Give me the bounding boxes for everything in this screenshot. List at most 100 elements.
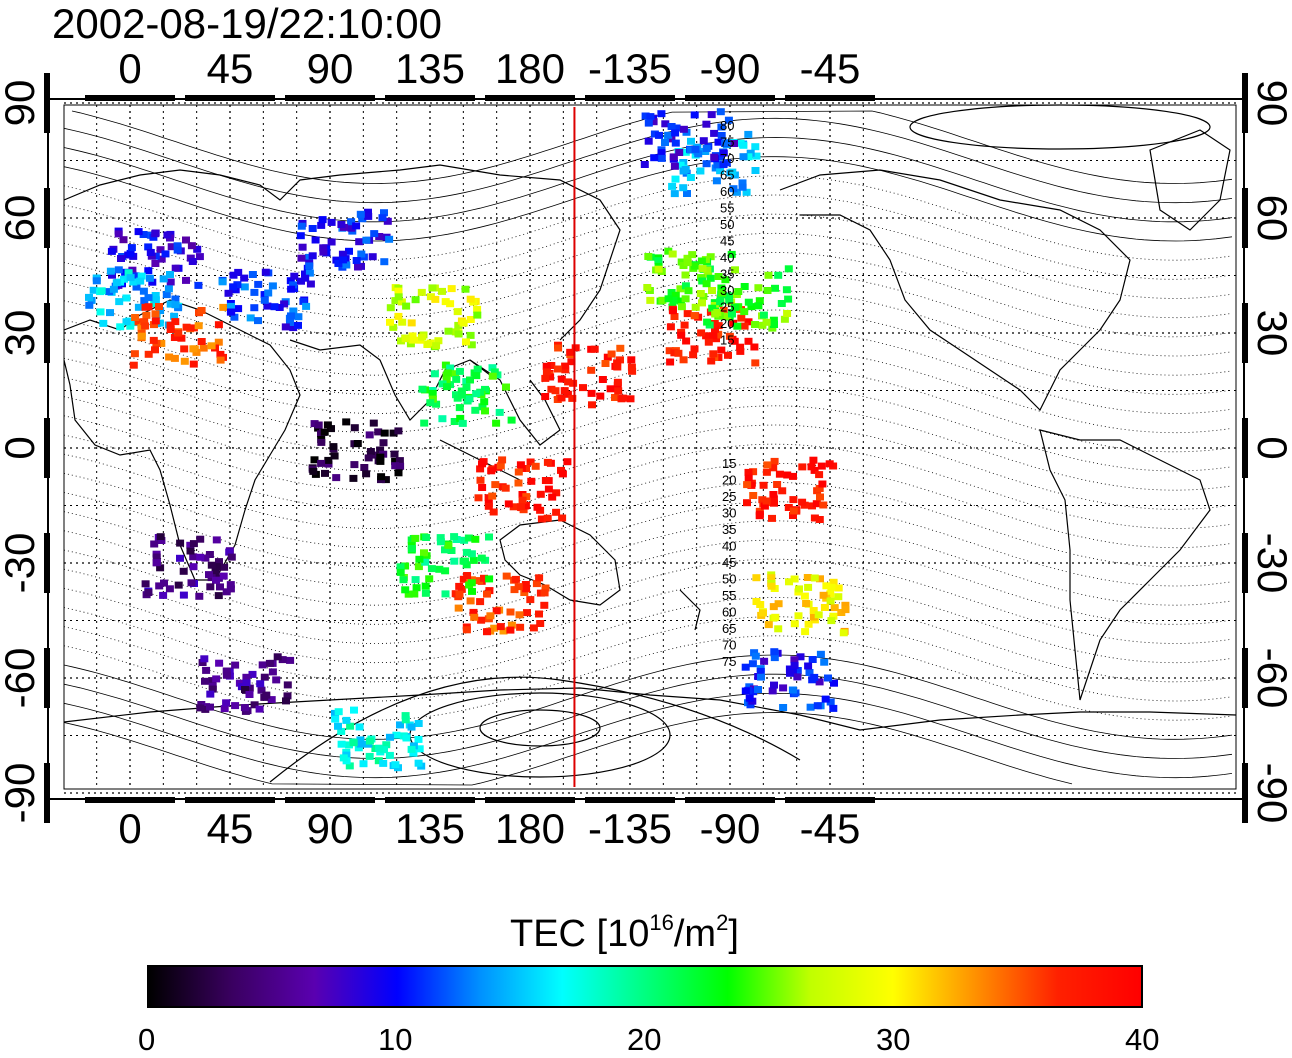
tec-cell — [397, 298, 406, 306]
tec-cell — [280, 300, 289, 308]
tec-cell — [782, 286, 791, 294]
colorbar-tick-label: 10 — [378, 1022, 413, 1057]
tec-cell — [294, 321, 302, 329]
tec-cell — [816, 575, 824, 583]
tec-cell — [613, 378, 622, 386]
tec-cell — [194, 322, 203, 330]
lon-tick-bottom: 0 — [118, 805, 141, 852]
tec-cell — [805, 669, 814, 676]
tec-cell — [472, 390, 481, 398]
tec-cell — [199, 344, 208, 352]
tec-cell — [114, 230, 123, 238]
tec-cell — [165, 585, 174, 593]
tec-cell — [147, 252, 156, 260]
tec-cell — [375, 744, 384, 752]
tec-cell — [716, 108, 725, 116]
mag-lat-contour — [63, 539, 1233, 625]
tec-cell — [794, 612, 803, 620]
contour-label: 20 — [720, 316, 734, 331]
tec-cell — [356, 210, 365, 218]
tec-cell — [703, 266, 712, 274]
tec-cell — [815, 485, 824, 492]
tec-cell — [744, 153, 753, 161]
tec-cell — [240, 283, 249, 291]
tec-cell — [774, 271, 783, 279]
tec-cell — [800, 592, 809, 600]
tec-cell — [427, 565, 436, 573]
tec-cell — [166, 300, 175, 308]
tec-cell — [275, 304, 284, 311]
tec-cell — [467, 341, 476, 349]
tec-cell — [561, 362, 570, 370]
tec-cell — [746, 701, 755, 709]
tec-cell — [827, 617, 836, 625]
tec-cell — [665, 347, 674, 355]
tec-cell — [798, 498, 807, 506]
tec-cell — [657, 154, 666, 162]
tec-cell — [810, 574, 819, 582]
mag-lat-contour — [63, 712, 1073, 786]
tec-cell — [216, 350, 225, 358]
tec-cell — [829, 578, 838, 586]
tec-cell — [173, 242, 182, 250]
tec-cell — [514, 479, 523, 487]
tec-cell — [770, 681, 778, 689]
tec-cell — [789, 507, 798, 515]
tec-cell — [752, 152, 761, 160]
tec-cell — [679, 184, 688, 192]
tec-cell — [374, 428, 383, 436]
mag-lat-contour — [63, 482, 1233, 568]
lon-tick-bottom: 90 — [307, 805, 354, 852]
tec-cell — [219, 303, 228, 311]
tec-cell — [218, 278, 227, 286]
tec-cell — [202, 666, 211, 674]
tec-cell — [212, 675, 221, 683]
mag-lat-contour — [63, 386, 1233, 472]
tec-cell — [641, 112, 650, 120]
tec-cell — [380, 429, 389, 437]
tec-cell — [286, 656, 295, 664]
tec-cell — [134, 303, 143, 311]
tec-cell — [188, 258, 197, 265]
tec-cell — [334, 260, 343, 267]
tec-cell — [455, 367, 464, 375]
tec-cell — [299, 297, 308, 305]
tec-cell — [386, 304, 395, 312]
tec-cell — [627, 356, 636, 364]
tec-cell — [670, 190, 679, 198]
tec-cell — [124, 269, 133, 277]
tec-cell — [451, 370, 460, 378]
right-tick-bar — [1242, 418, 1248, 478]
tec-cell — [152, 559, 161, 567]
tec-cell — [122, 318, 131, 326]
tec-cell — [834, 584, 843, 592]
tec-cell — [122, 294, 131, 302]
tec-cell — [441, 298, 450, 306]
tec-cell — [587, 366, 596, 374]
tec-cell — [708, 287, 716, 294]
tec-cell — [474, 494, 483, 502]
tec-cell — [129, 278, 138, 286]
tec-cell — [364, 208, 372, 216]
tec-cell — [473, 311, 482, 319]
tec-cell — [151, 310, 160, 318]
tec-cell — [365, 431, 374, 439]
tec-cell — [446, 364, 455, 372]
tec-cell — [540, 601, 549, 609]
tec-cell — [463, 572, 472, 579]
tec-cell — [467, 579, 476, 587]
tec-cell — [646, 296, 655, 304]
tec-cell — [510, 586, 519, 594]
tec-cell — [163, 231, 172, 239]
tec-cell — [778, 487, 787, 495]
tec-cell — [729, 185, 738, 193]
tec-cell — [683, 254, 692, 262]
tec-cell — [779, 704, 788, 711]
tec-cell — [760, 502, 769, 510]
tec-cell — [370, 451, 379, 459]
tec-cell — [414, 720, 423, 727]
tec-cell — [229, 271, 238, 279]
tec-cell — [547, 362, 556, 369]
tec-cell — [743, 481, 752, 489]
